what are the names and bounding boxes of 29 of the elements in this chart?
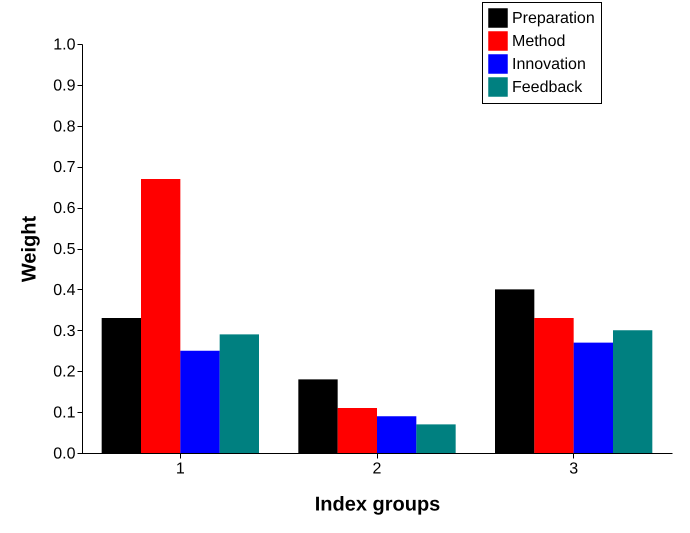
legend-label: Preparation [512,10,595,27]
y-tick-label: 0.9 [53,77,76,94]
y-axis-title: Weight [18,216,40,282]
y-tick-label: 0.3 [53,322,76,340]
y-tick-label: 0.6 [53,200,76,218]
bar [377,416,416,453]
y-tick-label: 0.4 [53,282,76,299]
y-tick-label: 0.7 [53,159,76,176]
bar [613,330,652,453]
y-tick-label: 0.5 [53,241,76,258]
bar [220,334,259,453]
y-tick-label: 1.0 [53,36,76,54]
y-tick-label: 0.1 [53,404,76,422]
bar [338,408,377,453]
legend-label: Method [512,33,566,50]
bar [534,318,574,453]
x-tick-label: 3 [569,460,578,478]
bar [574,342,613,453]
bar [416,424,456,453]
legend-label: Innovation [512,56,586,73]
legend-label: Feedback [512,79,584,96]
x-tick-label: 2 [372,460,382,478]
bar [180,350,220,453]
x-tick-label: 1 [176,460,185,478]
y-tick-label: 0.0 [53,446,76,462]
y-tick-label: 0.8 [53,118,76,136]
y-tick-label: 0.2 [53,364,76,381]
bar [141,178,180,453]
x-axis-title: Index groups [314,494,440,516]
